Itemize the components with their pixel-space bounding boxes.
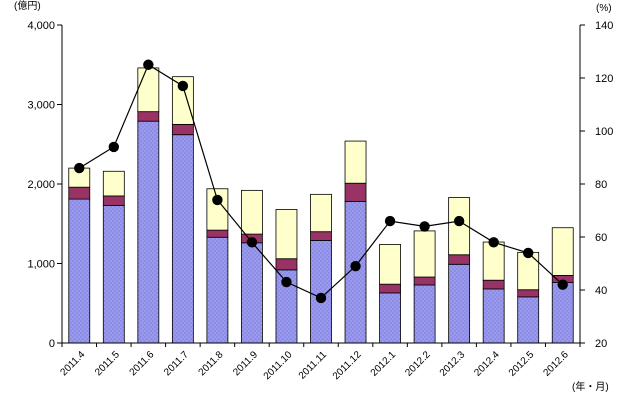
bar-segment [275, 258, 298, 271]
bar-segment [102, 195, 125, 206]
bar-segment [206, 188, 229, 231]
x-category-label: 2011.6 [128, 349, 157, 378]
bars-layer [68, 67, 574, 344]
line-point [246, 237, 258, 248]
bar-segment [482, 241, 505, 281]
x-category-label: 2011.9 [231, 349, 260, 378]
bar-segment [413, 276, 436, 286]
line-point [384, 215, 396, 227]
line-point [419, 221, 430, 232]
bar-segment [241, 242, 263, 344]
bar-segment [551, 282, 574, 344]
x-category-label: 2012.5 [507, 349, 537, 379]
line-point [453, 215, 465, 227]
bar-segment [137, 120, 160, 344]
x-category-label: 2012.3 [438, 349, 468, 379]
right-axis-unit-label: (%) [596, 3, 612, 14]
bar-segment [310, 231, 332, 241]
bar-segment [448, 263, 471, 344]
bar-segment [137, 111, 160, 122]
x-category-label: 2012.1 [369, 349, 399, 379]
line-point [523, 247, 534, 259]
line-point [315, 292, 327, 304]
right-tick-label: 40 [595, 285, 607, 297]
right-tick-label: 120 [595, 73, 613, 85]
left-tick-label: 4,000 [27, 20, 55, 32]
right-tick-label: 100 [595, 126, 613, 138]
bar-segment [482, 279, 505, 290]
bar-segment [275, 209, 298, 260]
left-tick-label: 0 [49, 338, 55, 350]
x-category-label: 2011.12 [331, 349, 364, 382]
bar-segment [206, 229, 229, 238]
bar-segment [379, 244, 401, 285]
bar-segment [310, 193, 332, 233]
x-category-label: 2011.11 [297, 349, 330, 382]
line-point [488, 237, 499, 248]
line-point [143, 59, 154, 70]
x-category-label: 2011.5 [93, 349, 122, 378]
bar-segment [137, 67, 160, 113]
bar-segment [551, 227, 574, 276]
line-point [212, 194, 223, 206]
bar-segment [344, 182, 367, 202]
bar-segment [102, 205, 125, 344]
bar-segment [171, 134, 194, 344]
x-category-label: 2012.4 [472, 349, 502, 379]
line-point [281, 276, 292, 288]
bar-segment [68, 198, 91, 344]
bar-segment [206, 236, 229, 344]
x-category-label: 2012.6 [541, 349, 571, 379]
bar-segment [379, 283, 401, 294]
x-category-label: 2012.2 [403, 349, 433, 379]
bar-segment [171, 76, 194, 125]
bar-segment [448, 254, 471, 265]
bar-segment [68, 186, 91, 200]
bar-segment [413, 230, 436, 278]
line-point [350, 260, 361, 272]
bar-segment [241, 189, 263, 235]
line-point [74, 162, 85, 174]
x-category-label: 2011.7 [162, 349, 191, 378]
right-tick-label: 80 [595, 179, 607, 191]
x-category-label: 2011.10 [262, 349, 295, 382]
line-layer [74, 59, 568, 304]
x-category-label: 2011.4 [59, 349, 88, 378]
bar-segment [517, 296, 540, 344]
right-tick-label: 60 [595, 232, 607, 244]
x-category-label: 2011.8 [197, 349, 226, 378]
left-tick-label: 1,000 [27, 259, 55, 271]
bar-segment [344, 140, 367, 184]
bar-segment [102, 170, 125, 197]
left-tick-label: 3,000 [27, 100, 55, 112]
bar-segment [413, 284, 436, 344]
bar-segment [517, 289, 540, 298]
bar-segment [482, 288, 505, 344]
right-tick-label: 140 [595, 20, 613, 32]
bar-segment [171, 123, 194, 136]
left-tick-label: 2,000 [27, 179, 55, 191]
line-point [557, 279, 568, 290]
line-point [177, 80, 189, 92]
left-axis-unit-label: (億円) [14, 0, 41, 12]
bar-segment [379, 292, 401, 344]
right-tick-label: 20 [595, 338, 607, 350]
x-axis-unit-label: (年・月) [572, 380, 609, 393]
line-point [108, 141, 120, 153]
